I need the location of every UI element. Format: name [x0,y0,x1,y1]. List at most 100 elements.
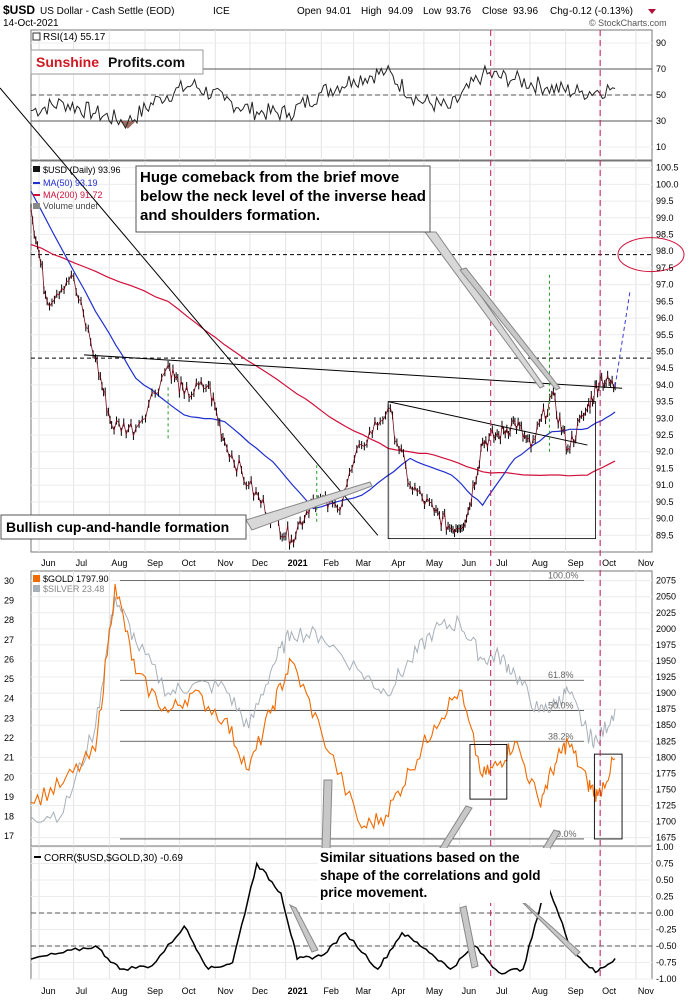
x-tick-label: Jun [462,558,477,568]
x-tick-label: Dec [252,558,269,568]
watermark: © StockCharts.com [589,18,667,28]
rsi-tick-label: 50 [656,90,666,100]
usd-tick-label: 99.5 [656,196,674,206]
silver-tick-label: 29 [4,595,14,605]
brand-part1: Sunshine [36,54,99,70]
silver-tick-label: 25 [4,674,14,684]
usd-legend: $USD (Daily) 93.96 [43,165,121,175]
comeback-annotation-text: Huge comeback from the brief move below … [140,169,426,224]
corr-tick-label: 0.25 [656,892,674,902]
x-tick-label: Feb [323,986,339,996]
x-tick-label: Jun [41,558,56,568]
silver-tick-label: 28 [4,615,14,625]
x-tick-label: Jul [76,986,88,996]
rsi-tick-label: 70 [656,64,666,74]
silver-tick-label: 21 [4,753,14,763]
silver-tick-label: 30 [4,576,14,586]
header-exchange: ICE [213,6,230,17]
rsi-oversold-fill [119,121,136,129]
open-value: 94.01 [326,6,351,17]
x-tick-label: 2021 [288,558,308,568]
x-tick-label: Oct [602,986,617,996]
usd-price-line [30,207,616,546]
header-symbol: $USD [3,3,35,17]
silver-tick-label: 17 [4,831,14,841]
chg-value: -0.12 (-0.13%) [569,6,633,17]
usd-tick-label: 100.0 [656,179,679,189]
usd-tick-label: 96.5 [656,296,674,306]
gold-legend-swatch [33,575,40,582]
header-date: 14-Oct-2021 [3,18,59,29]
silver-legend: $SILVER 23.48 [43,584,104,594]
high-value: 94.09 [388,6,413,17]
usd-tick-label: 97.0 [656,280,674,290]
comeback-callout-pointer-2 [459,267,561,391]
volume-legend-swatch [33,203,40,209]
similar-callout-pointer-4 [519,899,581,957]
x-tick-label: Sep [147,986,163,996]
brand-part2: Profits.com [108,54,185,70]
rsi-tick-label: 10 [656,142,666,152]
usd-tick-label: 97.5 [656,263,674,273]
usd-tick-label: 98.0 [656,246,674,256]
usd-tick-label: 95.0 [656,346,674,356]
close-label: Close [482,6,508,17]
gold-tick-label: 1900 [656,688,676,698]
silver-line [30,596,616,824]
usd-tick-label: 94.0 [656,380,674,390]
x-tick-label: Oct [182,986,197,996]
target-ellipse [617,237,685,273]
x-tick-label: Apr [391,558,405,568]
corr-tick-label: -1.00 [656,974,677,984]
usd-tick-label: 91.5 [656,463,674,473]
cup-callout-pointer [245,481,373,531]
similar-annotation: Similar situations based on the shape of… [318,848,550,903]
usd-tick-label: 90.5 [656,497,674,507]
silver-tick-label: 22 [4,733,14,743]
gold-tick-label: 1825 [656,736,676,746]
similar-annotation-text: Similar situations based on the shape of… [318,848,550,903]
cup-annotation: Bullish cup-and-handle formation [6,519,229,535]
silver-legend-swatch [33,585,40,592]
usd-tick-label: 92.5 [656,430,674,440]
x-tick-label: Nov [638,558,655,568]
x-tick-label: Mar [356,558,372,568]
down-arrow-icon [648,9,656,14]
comeback-annotation-box [135,165,431,233]
gold-tick-label: 1725 [656,801,676,811]
usd-tick-label: 96.0 [656,313,674,323]
open-label: Open [297,6,321,17]
x-tick-label: May [426,558,444,568]
handle-line [388,401,588,446]
gold-tick-label: 1700 [656,817,676,827]
x-tick-label: Dec [252,986,269,996]
fib-level-label: 0.0% [556,829,577,839]
axis-labels: Jun Jun Jul Jul Aug Aug Sep Sep Oct Oct Nov Nov Dec D… [4,38,679,996]
x-tick-label: Feb [323,558,339,568]
brand-logo-box [103,52,201,72]
comeback-callout-pointer [424,231,545,389]
ma200-line [30,243,616,477]
fib-level-label: 100.0% [548,571,579,581]
x-tick-label: Aug [532,558,548,568]
corr-tick-label: 0.50 [656,875,674,885]
header-name: US Dollar - Cash Settle (EOD) [40,6,174,17]
gold-tick-label: 1850 [656,720,676,730]
fib-level-label: 61.8% [548,670,574,680]
x-tick-label: Jun [41,986,56,996]
comeback-annotation: Huge comeback from the brief move below … [140,169,426,224]
usd-tick-label: 91.0 [656,480,674,490]
x-tick-label: Aug [532,986,548,996]
similar-callout-pointer-1 [321,779,333,851]
silver-tick-label: 19 [4,792,14,802]
gold-tick-label: 1775 [656,768,676,778]
usd-tick-label: 98.5 [656,230,674,240]
corr-tick-label: -0.50 [656,941,677,951]
rsi-legend: RSI(14) 55.17 [43,32,106,43]
silver-tick-label: 24 [4,694,14,704]
fib-level-label: 50.0% [548,700,574,710]
rsi-line [30,64,616,130]
x-tick-label: Jun [462,986,477,996]
